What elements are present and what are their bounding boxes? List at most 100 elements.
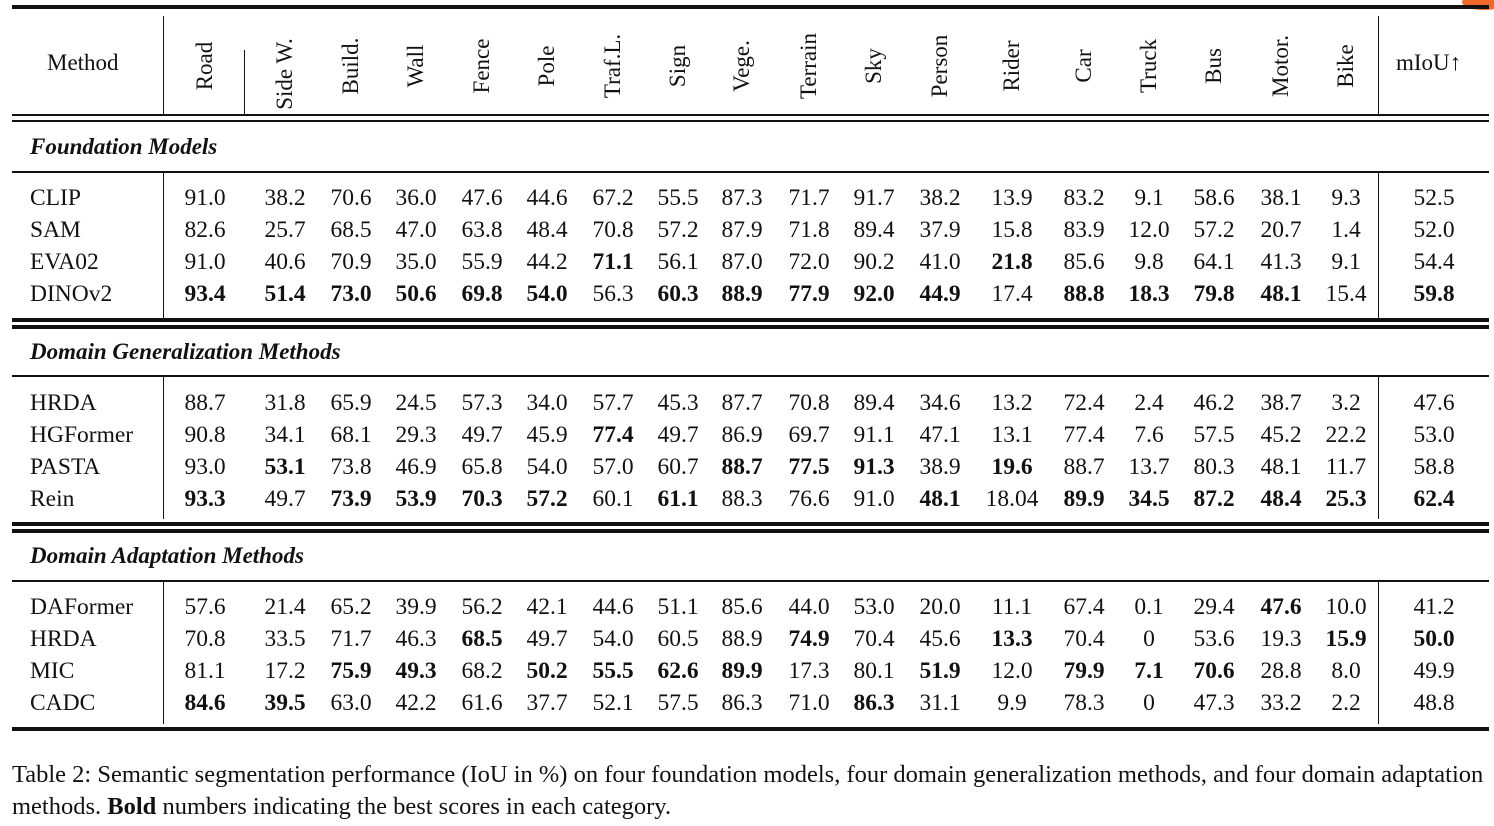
- table-cell: 81.1: [184, 658, 226, 684]
- method-name: MIC: [30, 658, 75, 684]
- column-divider: [1378, 377, 1379, 519]
- miou-cell: 59.8: [1413, 281, 1455, 307]
- table-cell: 70.8: [788, 390, 830, 416]
- column-header-text: Wall: [403, 44, 428, 88]
- table-cell: 13.1: [991, 422, 1033, 448]
- table-cell: 44.6: [526, 185, 568, 211]
- table-cell: 47.3: [1193, 690, 1235, 716]
- table-cell: 7.1: [1134, 658, 1164, 684]
- table-cell: 13.7: [1128, 454, 1170, 480]
- table-cell: 57.2: [526, 486, 568, 512]
- column-divider: [163, 16, 164, 115]
- table-cell: 69.7: [788, 422, 830, 448]
- column-header-text: Car: [1071, 49, 1096, 83]
- table-cell: 24.5: [395, 390, 437, 416]
- table-cell: 60.7: [657, 454, 699, 480]
- table-cell: 61.1: [657, 486, 699, 512]
- table-cell: 38.9: [919, 454, 961, 480]
- table-cell: 47.0: [395, 217, 437, 243]
- table-cell: 77.5: [788, 454, 830, 480]
- caption-bold-word: Bold: [107, 793, 157, 820]
- table-cell: 88.9: [721, 626, 763, 652]
- method-name: PASTA: [30, 454, 101, 480]
- table-cell: 45.9: [526, 422, 568, 448]
- table-cell: 50.6: [395, 281, 437, 307]
- table-cell: 54.0: [526, 281, 568, 307]
- column-header-text: Build.: [338, 37, 363, 95]
- table-cell: 51.9: [919, 658, 961, 684]
- column-header-text: Bus: [1201, 48, 1226, 84]
- table-cell: 80.3: [1193, 454, 1235, 480]
- table-cell: 93.4: [184, 281, 226, 307]
- table-cell: 71.7: [788, 185, 830, 211]
- table-cell: 3.2: [1331, 390, 1361, 416]
- table-cell: 70.4: [1063, 626, 1105, 652]
- table-cell: 53.0: [853, 594, 895, 620]
- column-header-text: Traf.L.: [600, 33, 625, 99]
- table-cell: 45.2: [1260, 422, 1302, 448]
- table-cell: 34.0: [526, 390, 568, 416]
- table-cell: 49.3: [395, 658, 437, 684]
- column-header-text: Terrain: [796, 32, 821, 100]
- miou-cell: 50.0: [1413, 626, 1455, 652]
- table-cell: 68.5: [461, 626, 503, 652]
- table-cell: 70.4: [853, 626, 895, 652]
- table-cell: 48.1: [1260, 281, 1302, 307]
- table-caption: Table 2: Semantic segmentation performan…: [12, 759, 1492, 823]
- table-cell: 52.1: [592, 690, 634, 716]
- table-cell: 86.3: [721, 690, 763, 716]
- rule-line: [12, 325, 1489, 329]
- table-cell: 88.7: [721, 454, 763, 480]
- table-cell: 20.7: [1260, 217, 1302, 243]
- rule-line: [12, 114, 1489, 116]
- table-cell: 57.2: [657, 217, 699, 243]
- table-cell: 57.6: [184, 594, 226, 620]
- table-cell: 57.5: [657, 690, 699, 716]
- table-cell: 13.3: [991, 626, 1033, 652]
- miou-header: mIoU↑: [1396, 50, 1462, 75]
- miou-cell: 52.5: [1413, 185, 1455, 211]
- method-header: Method: [47, 50, 119, 75]
- method-name: HRDA: [30, 626, 97, 652]
- table-cell: 34.6: [919, 390, 961, 416]
- table-cell: 89.9: [721, 658, 763, 684]
- table-cell: 70.6: [1193, 658, 1235, 684]
- table-cell: 55.9: [461, 249, 503, 275]
- table-cell: 55.5: [592, 658, 634, 684]
- column-header-text: Sign: [665, 44, 690, 88]
- table-cell: 55.5: [657, 185, 699, 211]
- table-cell: 87.3: [721, 185, 763, 211]
- column-divider: [163, 582, 164, 724]
- table-cell: 0: [1143, 690, 1155, 716]
- column-divider: [163, 173, 164, 319]
- table-cell: 56.2: [461, 594, 503, 620]
- table-cell: 47.1: [919, 422, 961, 448]
- column-header-text: Pole: [534, 45, 559, 87]
- section-title: Domain Adaptation Methods: [30, 543, 304, 568]
- table-cell: 9.8: [1134, 249, 1164, 275]
- table-cell: 91.0: [184, 249, 226, 275]
- rule-line: [12, 522, 1489, 526]
- method-name: HRDA: [30, 390, 97, 416]
- table-cell: 70.3: [461, 486, 503, 512]
- table-cell: 22.2: [1325, 422, 1367, 448]
- rule-line: [12, 5, 1489, 9]
- table-cell: 2.2: [1331, 690, 1361, 716]
- table-cell: 38.7: [1260, 390, 1302, 416]
- miou-cell: 52.0: [1413, 217, 1455, 243]
- table-cell: 67.2: [592, 185, 634, 211]
- table-cell: 39.9: [395, 594, 437, 620]
- table-cell: 64.1: [1193, 249, 1235, 275]
- table-cell: 90.8: [184, 422, 226, 448]
- table-cell: 54.0: [526, 454, 568, 480]
- table-cell: 63.8: [461, 217, 503, 243]
- table-cell: 15.4: [1325, 281, 1367, 307]
- table-cell: 19.3: [1260, 626, 1302, 652]
- table-cell: 91.0: [184, 185, 226, 211]
- table-cell: 89.4: [853, 390, 895, 416]
- table-cell: 73.8: [330, 454, 372, 480]
- table-cell: 79.8: [1193, 281, 1235, 307]
- table-cell: 61.6: [461, 690, 503, 716]
- table-cell: 41.0: [919, 249, 961, 275]
- method-name: Rein: [30, 486, 75, 512]
